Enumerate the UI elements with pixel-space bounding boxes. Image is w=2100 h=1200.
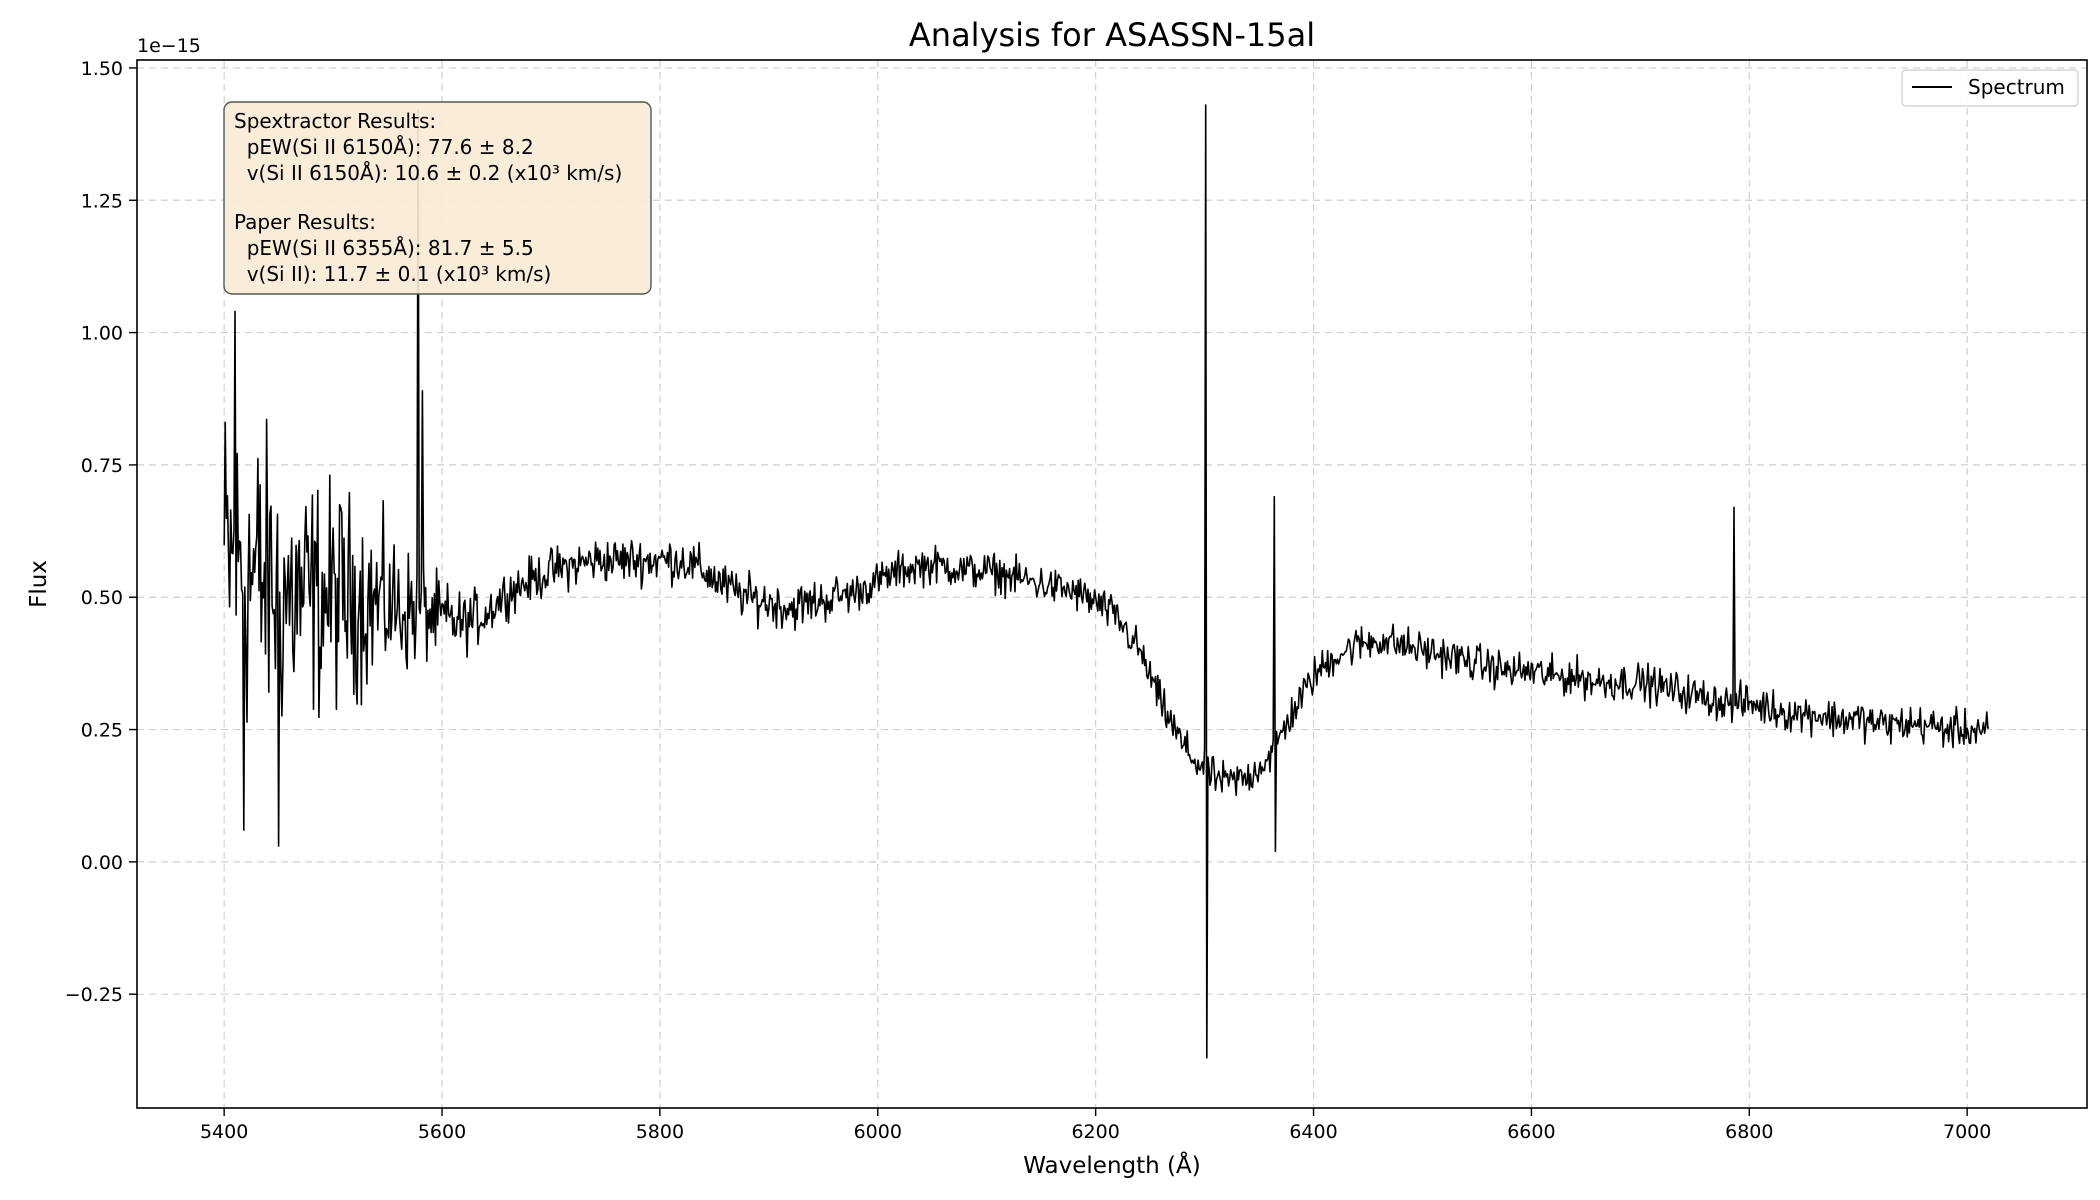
annotation-line: pEW(Si II 6150Å): 77.6 ± 8.2 [234, 135, 534, 159]
x-tick-label: 5600 [418, 1121, 466, 1143]
x-tick-label: 6200 [1071, 1121, 1119, 1143]
y-tick-label: 1.50 [81, 58, 123, 80]
y-tick-label: 0.75 [81, 455, 123, 477]
legend-entry-spectrum: Spectrum [1968, 75, 2065, 99]
annotation-line: v(Si II 6150Å): 10.6 ± 0.2 (x10³ km/s) [234, 161, 622, 185]
chart-title: Analysis for ASASSN-15al [909, 16, 1315, 54]
x-tick-label: 5800 [636, 1121, 684, 1143]
x-tick-label: 7000 [1943, 1121, 1991, 1143]
y-tick-label: 1.25 [81, 190, 123, 212]
y-tick-label: 0.00 [81, 852, 123, 874]
x-tick-label: 6800 [1725, 1121, 1773, 1143]
x-tick-label: 6000 [854, 1121, 902, 1143]
annotation-background [223, 101, 652, 295]
annotation-line: Paper Results: [234, 210, 376, 234]
legend: Spectrum [1901, 69, 2079, 107]
y-tick-label: 1.00 [81, 323, 123, 345]
grid-lines [137, 60, 2087, 1108]
y-axis-offset-label: 1e−15 [137, 35, 201, 57]
plot-frame [136, 59, 2088, 1109]
x-tick-label: 6600 [1507, 1121, 1555, 1143]
y-tick-label: −0.25 [65, 984, 123, 1006]
series-layer [223, 104, 1990, 1059]
x-axis-label: Wavelength (Å) [1023, 1151, 1200, 1179]
annotation-line: Spextractor Results: [234, 109, 436, 133]
y-tick-label: 0.25 [81, 720, 123, 742]
legend-box [1901, 69, 2079, 107]
results-annotation: Spextractor Results: pEW(Si II 6150Å): 7… [223, 101, 652, 295]
annotation-line: pEW(Si II 6355Å): 81.7 ± 5.5 [234, 236, 534, 260]
y-axis-label: Flux [26, 560, 52, 608]
spectrum-line [223, 104, 1990, 1059]
x-tick-label: 5400 [200, 1121, 248, 1143]
annotation-line: v(Si II): 11.7 ± 0.1 (x10³ km/s) [234, 262, 551, 286]
y-tick-label: 0.50 [81, 587, 123, 609]
tick-layer: 5400 5600 5800 6000 6200 6400 6600 6800 7000 −0.2… [65, 58, 1992, 1143]
x-tick-label: 6400 [1289, 1121, 1337, 1143]
